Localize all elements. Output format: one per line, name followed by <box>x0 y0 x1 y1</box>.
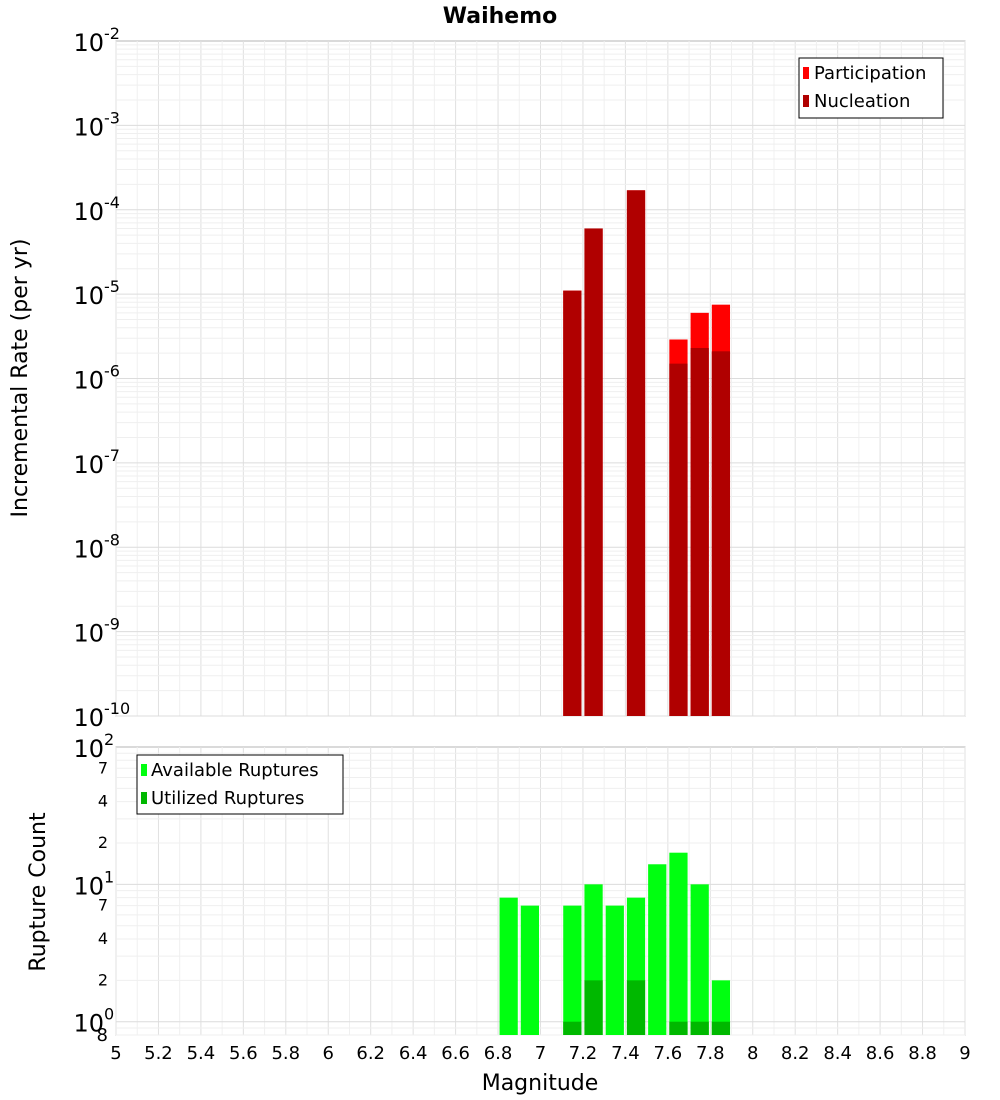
bottom-y-tick-base: 10 <box>73 872 104 900</box>
top-y-tick-exponent: -5 <box>104 277 120 296</box>
utilized-legend-swatch <box>141 792 147 804</box>
x-tick-label: 5.2 <box>144 1043 173 1064</box>
top-bar-nucleation <box>690 347 709 716</box>
top-y-tick-base: 10 <box>73 29 104 57</box>
bottom-bar-available-ruptures <box>648 864 667 1035</box>
top-y-tick-exponent: -9 <box>104 615 120 634</box>
bottom-y-minor-tick: 2 <box>98 833 108 852</box>
x-tick-label: 8.4 <box>823 1043 852 1064</box>
x-tick-label: 6.8 <box>484 1043 513 1064</box>
bottom-y-axis-label: Rupture Count <box>26 812 51 972</box>
x-tick-label: 7.4 <box>611 1043 640 1064</box>
x-tick-label: 6 <box>323 1043 334 1064</box>
top-y-tick-exponent: -7 <box>104 446 120 465</box>
top-y-tick-exponent: -8 <box>104 530 120 549</box>
bottom-bar-available-ruptures <box>669 852 688 1035</box>
available-legend-swatch <box>141 764 147 776</box>
bottom-y-tick-exponent: 1 <box>104 867 114 886</box>
x-tick-label: 8.6 <box>866 1043 895 1064</box>
x-tick-label: 6.4 <box>399 1043 428 1064</box>
bottom-legend-box <box>136 754 344 815</box>
top-bar-nucleation <box>669 363 688 716</box>
bottom-y-tick-exponent: 0 <box>104 1005 114 1024</box>
bottom-bar-utilized-ruptures <box>584 980 603 1035</box>
x-tick-label: 5.8 <box>271 1043 300 1064</box>
x-tick-label: 9 <box>959 1043 970 1064</box>
x-tick-label: 6.2 <box>356 1043 385 1064</box>
x-tick-label: 7 <box>535 1043 546 1064</box>
bottom-bar-available-ruptures <box>605 905 624 1035</box>
participation-legend-swatch <box>803 67 809 79</box>
bottom-y-tick-exponent: 2 <box>104 730 114 749</box>
bottom-legend: Available Ruptures Utilized Ruptures <box>136 754 344 815</box>
bottom-bars <box>499 852 731 1035</box>
x-tick-label: 5.4 <box>187 1043 216 1064</box>
x-tick-label: 8.8 <box>908 1043 937 1064</box>
x-tick-label: 8 <box>747 1043 758 1064</box>
top-legend-box <box>798 57 944 119</box>
x-axis-label: Magnitude <box>482 1071 599 1096</box>
top-y-tick-base: 10 <box>73 113 104 141</box>
bottom-bar-available-ruptures <box>563 905 582 1035</box>
bottom-bar-available-ruptures <box>520 905 539 1035</box>
x-tick-label: 8.2 <box>781 1043 810 1064</box>
nucleation-legend-label: Nucleation <box>814 91 910 112</box>
top-y-tick-base: 10 <box>73 620 104 648</box>
bottom-bar-available-ruptures <box>499 897 518 1035</box>
bottom-bar-utilized-ruptures <box>711 1021 731 1035</box>
x-tick-label: 7.2 <box>569 1043 598 1064</box>
participation-legend-label: Participation <box>814 63 926 84</box>
x-tick-label: 5 <box>110 1043 121 1064</box>
bottom-y-minor-tick: 4 <box>98 792 108 811</box>
bottom-y-min-label: 8 <box>97 1025 108 1046</box>
nucleation-legend-swatch <box>803 95 809 107</box>
top-bar-nucleation <box>584 228 603 716</box>
x-tick-label: 6.6 <box>441 1043 470 1064</box>
bottom-y-minor-tick: 4 <box>98 929 108 948</box>
bottom-bar-available-ruptures <box>690 884 709 1035</box>
top-y-tick-base: 10 <box>73 535 104 563</box>
bottom-y-minor-tick: 7 <box>98 896 108 915</box>
top-y-tick-exponent: -2 <box>104 24 120 43</box>
top-y-tick-base: 10 <box>73 451 104 479</box>
bottom-y-minor-tick: 2 <box>98 970 108 989</box>
top-legend: Participation Nucleation <box>798 57 944 119</box>
utilized-legend-label: Utilized Ruptures <box>151 788 304 809</box>
bottom-y-tick-base: 10 <box>73 1010 104 1038</box>
top-y-tick-exponent: -6 <box>104 362 120 381</box>
available-legend-label: Available Ruptures <box>151 760 319 781</box>
bottom-bar-utilized-ruptures <box>669 1021 688 1035</box>
top-bars <box>563 190 731 716</box>
bottom-bar-utilized-ruptures <box>563 1021 582 1035</box>
top-y-tick-base: 10 <box>73 282 104 310</box>
top-gridlines <box>115 41 966 717</box>
x-tick-labels: 5 5.2 5.4 5.6 5.8 6 6.2 6.4 6.6 6.8 7 7.2 7.4 7.6 7.8 8… <box>110 1043 970 1064</box>
top-y-tick-exponent: -10 <box>104 699 130 718</box>
top-bar-nucleation <box>563 290 582 716</box>
top-bar-nucleation <box>626 190 646 716</box>
top-y-tick-exponent: -3 <box>104 108 120 127</box>
x-tick-label: 7.8 <box>696 1043 725 1064</box>
x-tick-label: 5.6 <box>229 1043 258 1064</box>
bottom-bar-available-ruptures <box>711 980 731 1035</box>
bottom-bar-utilized-ruptures <box>690 1021 709 1035</box>
chart-title: Waihemo <box>443 4 558 29</box>
bottom-gridlines <box>115 747 966 1036</box>
bottom-y-tick-base: 10 <box>73 735 104 763</box>
top-bar-nucleation <box>711 351 731 716</box>
top-y-tick-exponent: -4 <box>104 193 120 212</box>
bottom-y-minor-tick: 7 <box>98 758 108 777</box>
top-y-tick-base: 10 <box>73 367 104 395</box>
top-y-tick-base: 10 <box>73 704 104 732</box>
bottom-bar-utilized-ruptures <box>626 980 646 1035</box>
top-y-tick-base: 10 <box>73 198 104 226</box>
x-tick-label: 7.6 <box>654 1043 683 1064</box>
top-y-axis-label: Incremental Rate (per yr) <box>8 239 33 518</box>
